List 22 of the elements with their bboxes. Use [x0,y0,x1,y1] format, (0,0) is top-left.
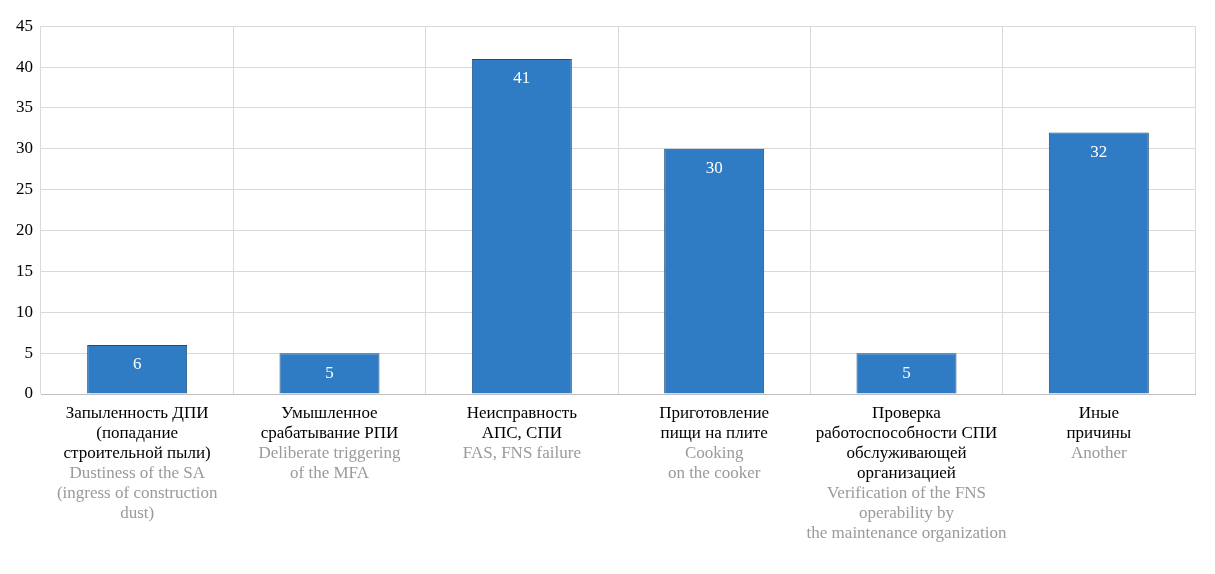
x-tick-label: Запыленность ДПИ (попадание строительной пыли) Dustiness of the SA (ingress of construction dust) [56,403,218,523]
data-label: 5 [902,362,911,382]
y-tick-label: 45 [16,15,33,35]
data-label: 41 [513,68,531,88]
data-label: 32 [1090,141,1108,161]
y-tick-label: 20 [16,220,33,239]
x-tick-label: Неисправность АПС, СПИ FAS, FNS failure [462,403,581,463]
y-tick-label: 10 [16,301,33,321]
data-label: 30 [705,158,723,178]
y-tick-label: 40 [16,56,33,76]
x-tick-label: Проверка работоспособности СПИ обслуживающей организацией Verification of the FNS operability by the maintenance organization [806,403,1007,543]
data-label: 5 [325,362,334,382]
y-tick-label: 25 [16,179,33,199]
y-tick-label: 35 [16,97,33,117]
x-tick-label: Умышленное срабатывание РПИ Deliberate triggering of the MFA [258,403,402,483]
x-tick-label: Иные причины Another [1066,403,1132,463]
data-label: 6 [132,354,142,374]
y-tick-label: 30 [16,138,33,158]
y-tick-label: 5 [24,342,33,362]
y-tick-label: 0 [24,383,33,403]
y-tick-label: 15 [16,260,33,280]
x-tick-label: Приготовление пищи на плите Cooking on the cooker [659,403,770,483]
